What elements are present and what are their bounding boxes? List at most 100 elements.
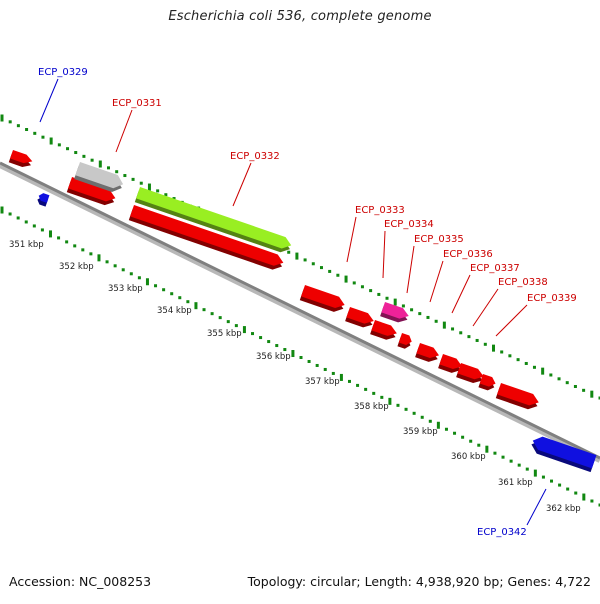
leader-line-ecp-0339 (496, 305, 527, 336)
inner-track-major-tick (194, 302, 197, 309)
outer-track-major-tick (394, 299, 397, 306)
outer-track-minor-tick (574, 385, 577, 388)
scale-tick-label: 352 kbp (59, 262, 94, 272)
outer-track-minor-tick (353, 281, 356, 284)
label-ecp-0336[interactable]: ECP_0336 (443, 249, 493, 260)
outer-track-minor-tick (287, 251, 290, 254)
inner-track-minor-tick (356, 384, 359, 387)
label-ecp-0335[interactable]: ECP_0335 (414, 234, 464, 245)
outer-track-minor-tick (451, 327, 454, 330)
backbone-line (0, 163, 600, 458)
outer-track-minor-tick (476, 339, 479, 342)
label-ecp-0332[interactable]: ECP_0332 (230, 151, 280, 162)
outer-track-major-tick (345, 276, 348, 283)
inner-track-major-tick (243, 326, 246, 333)
outer-track-minor-tick (156, 189, 159, 192)
inner-track-minor-tick (558, 484, 561, 487)
feature-ecp-0334[interactable] (300, 285, 347, 314)
inner-track-major-tick (1, 207, 4, 214)
inner-track-minor-tick (324, 368, 327, 371)
outer-track-minor-tick (402, 304, 405, 307)
inner-track-minor-tick (477, 444, 480, 447)
outer-track-minor-tick (107, 166, 110, 169)
scale-tick-label: 359 kbp (403, 427, 438, 437)
feature-ecp-0338[interactable] (397, 333, 413, 350)
inner-track-minor-tick (453, 432, 456, 435)
outer-track-minor-tick (459, 331, 462, 334)
inner-track-minor-tick (574, 492, 577, 495)
label-ecp-0333[interactable]: ECP_0333 (355, 205, 405, 216)
inner-track-minor-tick (203, 308, 206, 311)
scale-tick-label: 357 kbp (305, 377, 340, 387)
label-ecp-0331[interactable]: ECP_0331 (112, 98, 162, 109)
label-ecp-0334[interactable]: ECP_0334 (384, 219, 434, 230)
inner-track-minor-tick (590, 500, 593, 503)
inner-track-minor-tick (33, 224, 36, 227)
leader-line-ecp-0332 (233, 163, 251, 206)
inner-track-minor-tick (510, 460, 513, 463)
inner-track-minor-tick (138, 276, 141, 279)
inner-track-minor-tick (89, 252, 92, 255)
outer-track-minor-tick (435, 320, 438, 323)
outer-track-minor-tick (9, 120, 12, 123)
scale-tick-label: 353 kbp (108, 284, 143, 294)
outer-track-minor-tick (467, 335, 470, 338)
scale-tick-label: 354 kbp (157, 306, 192, 316)
inner-track-major-tick (340, 374, 343, 381)
outer-track-major-tick (99, 161, 102, 168)
inner-track-minor-tick (122, 268, 125, 271)
inner-track-minor-tick (57, 236, 60, 239)
outer-track-major-tick (50, 138, 53, 145)
scale-tick-label: 360 kbp (451, 452, 486, 462)
inner-track-minor-tick (41, 228, 44, 231)
label-ecp-0339[interactable]: ECP_0339 (527, 293, 577, 304)
scale-tick-label: 355 kbp (207, 329, 242, 339)
inner-track-minor-tick (170, 292, 173, 295)
inner-track-minor-tick (186, 300, 189, 303)
feature-ecp-0337[interactable] (370, 320, 399, 342)
feature-ecp-0339[interactable] (415, 343, 441, 364)
inner-track-minor-tick (550, 480, 553, 483)
outer-track-minor-tick (312, 262, 315, 265)
inner-track-minor-tick (219, 316, 222, 319)
label-ecp-0337[interactable]: ECP_0337 (470, 263, 520, 274)
inner-track-minor-tick (380, 396, 383, 399)
inner-track-minor-tick (493, 452, 496, 455)
feature-unlabeled-0[interactable] (9, 150, 34, 169)
inner-track-minor-tick (275, 344, 278, 347)
inner-track-minor-tick (469, 440, 472, 443)
outer-track-minor-tick (361, 285, 364, 288)
outer-track-minor-tick (582, 389, 585, 392)
inner-track-minor-tick (25, 220, 28, 223)
backbone-shadow (0, 165, 600, 460)
outer-track-minor-tick (115, 170, 118, 173)
outer-track-major-tick (541, 368, 544, 375)
inner-track-minor-tick (154, 284, 157, 287)
genome-backbone (0, 163, 600, 460)
leader-line-ecp-0333 (347, 217, 356, 262)
outer-track-minor-tick (320, 266, 323, 269)
label-ecp-0338[interactable]: ECP_0338 (498, 277, 548, 288)
feature-ecp-0329[interactable] (36, 192, 49, 207)
outer-track-minor-tick (140, 182, 143, 185)
leader-line-ecp-0331 (116, 110, 132, 152)
feature-ecp-0335[interactable] (345, 307, 375, 330)
outer-track-minor-tick (58, 143, 61, 146)
leader-line-ecp-0335 (407, 246, 414, 293)
leader-line-ecp-0337 (452, 275, 470, 313)
feature-unlabeled-extra-0[interactable] (496, 383, 541, 412)
outer-track-minor-tick (377, 293, 380, 296)
outer-track-minor-tick (566, 381, 569, 384)
map-title: Escherichia coli 536, complete genome (0, 9, 600, 24)
inner-track-minor-tick (413, 412, 416, 415)
outer-track-minor-tick (517, 358, 520, 361)
inner-track-minor-tick (461, 436, 464, 439)
outer-track-minor-tick (533, 366, 536, 369)
label-ecp-0342[interactable]: ECP_0342 (477, 527, 527, 538)
outer-track-minor-tick (41, 136, 44, 139)
label-ecp-0329[interactable]: ECP_0329 (38, 67, 88, 78)
inner-track-major-tick (582, 494, 585, 501)
outer-track-minor-tick (123, 174, 126, 177)
inner-track-minor-tick (227, 320, 230, 323)
